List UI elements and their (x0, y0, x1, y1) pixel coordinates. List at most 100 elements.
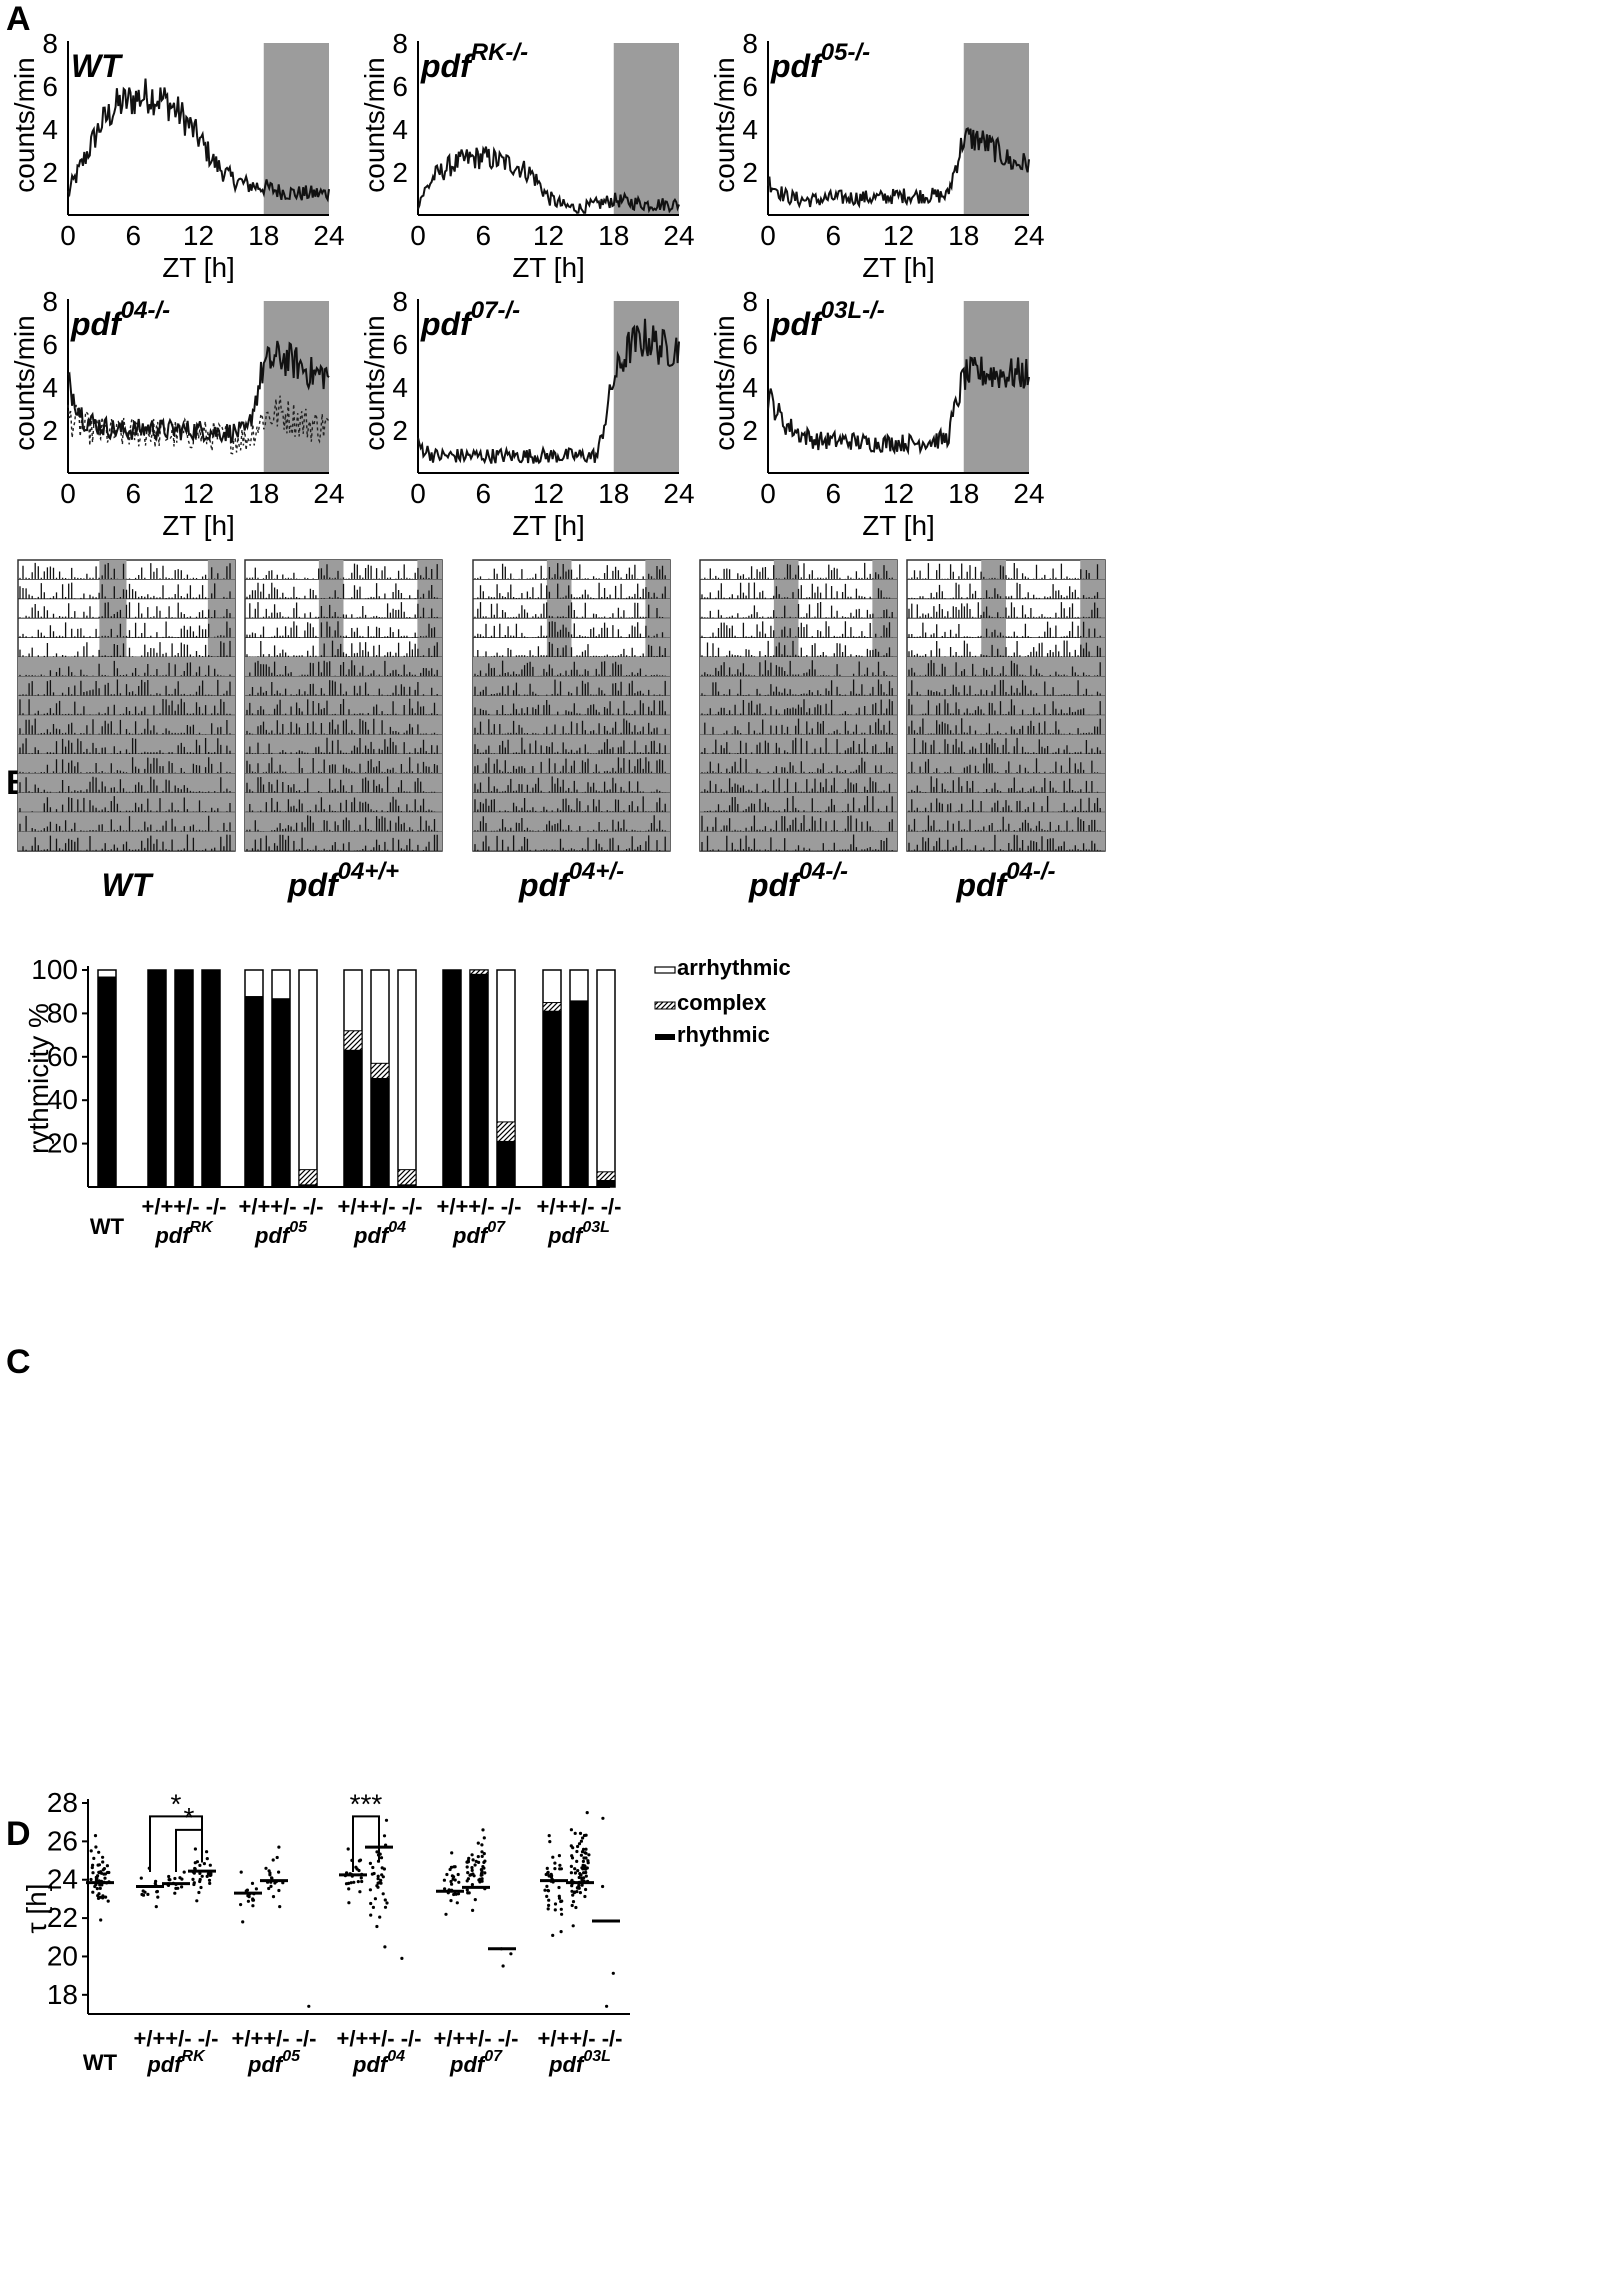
night-shading (981, 560, 1006, 580)
activity-bars (908, 757, 1101, 774)
data-point (544, 1872, 548, 1877)
x-tick-label: 24 (1013, 478, 1044, 509)
activity-bars (19, 698, 231, 716)
data-point (246, 1899, 250, 1903)
significance-label: * (171, 1788, 182, 1819)
data-point (473, 1863, 477, 1867)
data-point (271, 1895, 276, 1899)
data-point (581, 1836, 585, 1840)
data-point (577, 1842, 582, 1846)
actogram-label: pdf04-/- (955, 858, 1055, 903)
data-point (582, 1871, 586, 1875)
significance-label: *** (350, 1788, 383, 1819)
night-shading (981, 618, 1006, 638)
x-tick-label: 12 (883, 220, 914, 251)
y-tick-label: 4 (392, 372, 408, 403)
x-tick-label: 0 (60, 478, 76, 509)
data-point (93, 1834, 98, 1838)
data-point (173, 1891, 177, 1895)
data-point (198, 1871, 202, 1875)
legend-swatch-complex (654, 1001, 676, 1010)
activity-bars (701, 796, 893, 813)
data-point (368, 1861, 372, 1865)
data-point (465, 1860, 470, 1864)
night-shading (773, 579, 799, 599)
data-point (381, 1875, 385, 1879)
activity-bars (701, 699, 893, 716)
night-shading (417, 618, 442, 638)
data-point (480, 1869, 484, 1874)
data-point (352, 1880, 356, 1884)
data-point (246, 1894, 250, 1898)
data-point (251, 1898, 256, 1902)
night-shading (872, 598, 897, 619)
data-point (569, 1828, 574, 1832)
data-point (587, 1853, 591, 1857)
data-point (576, 1844, 580, 1849)
activity-bars (474, 679, 666, 696)
y-tick-label: 4 (742, 114, 758, 145)
genotype-label: WT (71, 48, 123, 84)
night-shading (207, 618, 235, 638)
actogram-label: pdf04-/- (748, 858, 848, 903)
data-point (273, 1881, 277, 1885)
night-shading (645, 560, 670, 580)
activity-bars (701, 621, 893, 638)
data-point (277, 1845, 281, 1849)
data-point (482, 1866, 486, 1870)
bar-complex (596, 1171, 616, 1181)
constant-dark-shading (473, 792, 670, 813)
night-shading (1080, 579, 1105, 599)
data-point (547, 1898, 551, 1902)
data-point (193, 1861, 197, 1865)
data-point (371, 1905, 375, 1909)
data-point (482, 1852, 486, 1856)
night-shading (981, 598, 1006, 619)
group-label: pdf05 (247, 2048, 301, 2077)
constant-dark-shading (245, 676, 442, 696)
activity-bars (908, 621, 1101, 638)
y-tick-label: 6 (742, 329, 758, 360)
night-shading (773, 560, 799, 580)
data-point (382, 1834, 387, 1838)
night-shading (99, 618, 127, 638)
night-shading (981, 637, 1006, 657)
data-point (105, 1864, 109, 1868)
data-point (473, 1898, 477, 1902)
data-point (481, 1828, 485, 1832)
data-point (369, 1901, 373, 1906)
data-point (371, 1865, 375, 1870)
night-shading (546, 579, 572, 599)
data-point (455, 1901, 459, 1905)
group-label: pdfRK (154, 1219, 214, 1248)
activity-bars (908, 796, 1101, 813)
data-point (476, 1841, 480, 1845)
night-shading (318, 637, 344, 657)
data-point (383, 1905, 388, 1909)
night-shading (318, 598, 344, 619)
data-point (208, 1863, 212, 1867)
data-point (173, 1876, 177, 1881)
data-point (546, 1907, 550, 1911)
data-point (480, 1854, 484, 1858)
night-shading (207, 598, 235, 619)
x-tick-label: 18 (248, 478, 279, 509)
x-tick-label: 24 (313, 478, 344, 509)
data-point (584, 1847, 588, 1851)
data-point (471, 1858, 475, 1862)
activity-line (67, 78, 330, 203)
x-tick-label: 0 (760, 220, 776, 251)
data-point (251, 1904, 255, 1908)
data-point (465, 1879, 469, 1883)
data-point (358, 1890, 362, 1894)
data-point (547, 1874, 551, 1878)
data-point (254, 1887, 258, 1891)
data-point (483, 1871, 487, 1875)
activity-bars (908, 737, 1101, 754)
genotype-sublabels: +/++/- -/- (239, 1194, 324, 1219)
data-point (546, 1870, 550, 1874)
data-point (470, 1868, 474, 1872)
y-tick-label: 20 (47, 1940, 78, 1971)
data-point (182, 1870, 186, 1874)
data-point (373, 1897, 377, 1901)
